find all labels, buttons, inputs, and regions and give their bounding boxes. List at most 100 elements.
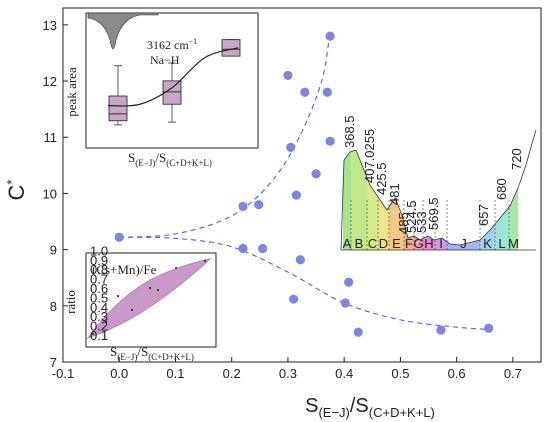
band-letter: C: [368, 236, 377, 251]
x-tick-label: 0.6: [448, 366, 466, 381]
data-point: [291, 190, 301, 200]
band-fill-C: [367, 177, 378, 250]
peak-label: 680: [494, 178, 509, 200]
y-tick-label: 8: [50, 299, 57, 314]
ratio-y-tick-label: 0.9: [90, 253, 108, 268]
band-letter: J: [460, 236, 467, 251]
spectrum-peak-shape: [87, 12, 159, 50]
data-points: [114, 31, 494, 337]
guide-curve-2: [119, 236, 491, 330]
x-tick-label: 0.7: [504, 366, 522, 381]
ratio-title: (Cs+Mn)/Fe: [92, 262, 157, 277]
y-tick-label: 13: [43, 18, 57, 33]
inset-peak-area-boxplot: 3162 cm−1 Na−H peak area S(E−J)/S(C+D+K+…: [64, 12, 259, 168]
x-tick-label: 0.3: [279, 366, 297, 381]
data-point: [300, 87, 310, 97]
data-point: [238, 243, 248, 254]
band-fill-B: [351, 150, 367, 250]
band-letter: B: [355, 236, 364, 251]
x-tick-label: 0.1: [166, 366, 184, 381]
band-fill-D: [378, 197, 389, 250]
data-point: [286, 142, 296, 152]
data-point: [254, 200, 264, 210]
spectrum-curve: [340, 129, 537, 251]
band-letter: A: [343, 236, 352, 251]
band-letter: I: [439, 236, 443, 251]
data-point: [322, 87, 332, 97]
peak-label: 407.0255: [362, 129, 377, 183]
main-chart: -0.1 0.0 0.1 0.2 0.3 0.4 0.5 0.6 0.7 78910111213…: [4, 7, 542, 420]
x-tick-label: 0.4: [335, 366, 353, 381]
peak-label: 569.5: [426, 197, 441, 230]
y-tick-label: 12: [43, 74, 57, 89]
peak-label: 720: [509, 148, 524, 170]
peak-label: 524.5: [404, 200, 419, 233]
band-fill-H: [423, 236, 435, 250]
band-letter: G: [413, 236, 423, 251]
ratio-y-ticks: 0.10.20.30.40.50.60.70.80.91.0: [90, 243, 108, 343]
x-tick-label: 0.2: [223, 366, 241, 381]
data-point: [283, 70, 293, 81]
data-point: [325, 31, 335, 41]
peak-label: 533: [414, 211, 429, 233]
ratio-y-tick-label: 0.5: [90, 290, 108, 305]
guide-curves: [119, 30, 491, 330]
data-point: [238, 201, 248, 211]
y-tick-label: 9: [50, 243, 57, 258]
data-point: [258, 243, 268, 254]
ratio-y-tick-label: 0.1: [90, 328, 108, 343]
ratio-point: [148, 286, 152, 290]
box: [221, 39, 241, 57]
annotation-wavenumber: 3162 cm−1: [147, 37, 197, 52]
guide-curve-1: [119, 30, 331, 238]
y-tick-label: 10: [43, 186, 57, 201]
peak-label: 657: [476, 204, 491, 226]
inset-box-x-label: S(E−J)/S(C+D+K+L): [128, 150, 212, 168]
data-point: [353, 327, 363, 337]
annotation-bond: Na−H: [150, 53, 180, 67]
x-axis-ticks: -0.1 0.0 0.1 0.2 0.3 0.4 0.5 0.6 0.7: [52, 357, 522, 381]
data-point: [114, 232, 124, 242]
ratio-y-label: ratio: [63, 290, 78, 314]
band-fill-I: [435, 238, 447, 250]
x-tick-label: 0.0: [110, 366, 128, 381]
band-fill-K: [480, 224, 495, 250]
inset-box-y-label: peak area: [64, 67, 79, 117]
spectrum-band-fills: [343, 150, 518, 250]
band-letter: F: [405, 236, 413, 251]
ratio-points: [91, 259, 207, 336]
ratio-band: [86, 258, 212, 339]
band-fill-F: [404, 222, 414, 250]
box: [108, 95, 128, 122]
ratio-point: [104, 320, 108, 324]
band-letter: M: [508, 236, 519, 251]
ratio-y-tick-label: 0.6: [90, 281, 108, 296]
data-point: [340, 298, 350, 308]
ratio-point: [203, 259, 207, 263]
ratio-point: [174, 266, 178, 270]
ratio-y-tick-label: 0.8: [90, 262, 108, 277]
band-fill-A: [343, 151, 351, 250]
peak-label: 425.5: [374, 162, 389, 195]
band-fill-J: [447, 240, 480, 250]
data-point: [436, 325, 446, 335]
ratio-point: [91, 332, 95, 336]
data-point: [484, 323, 494, 333]
band-fill-L: [495, 207, 509, 250]
ratio-point: [156, 288, 160, 292]
plot-frame: [62, 7, 542, 363]
band-letter: D: [379, 236, 388, 251]
peak-label: 368.5: [342, 115, 357, 148]
band-dividers: [350, 200, 510, 250]
x-tick-label: -0.1: [52, 366, 74, 381]
box-fit-curve: [107, 47, 239, 107]
ratio-y-tick-label: 1.0: [90, 243, 108, 258]
band-fill-G: [414, 236, 423, 250]
x-axis-label: S(E−J)/S(C+D+K+L): [305, 395, 435, 420]
data-point: [311, 169, 321, 179]
peak-label: 481: [387, 183, 402, 205]
